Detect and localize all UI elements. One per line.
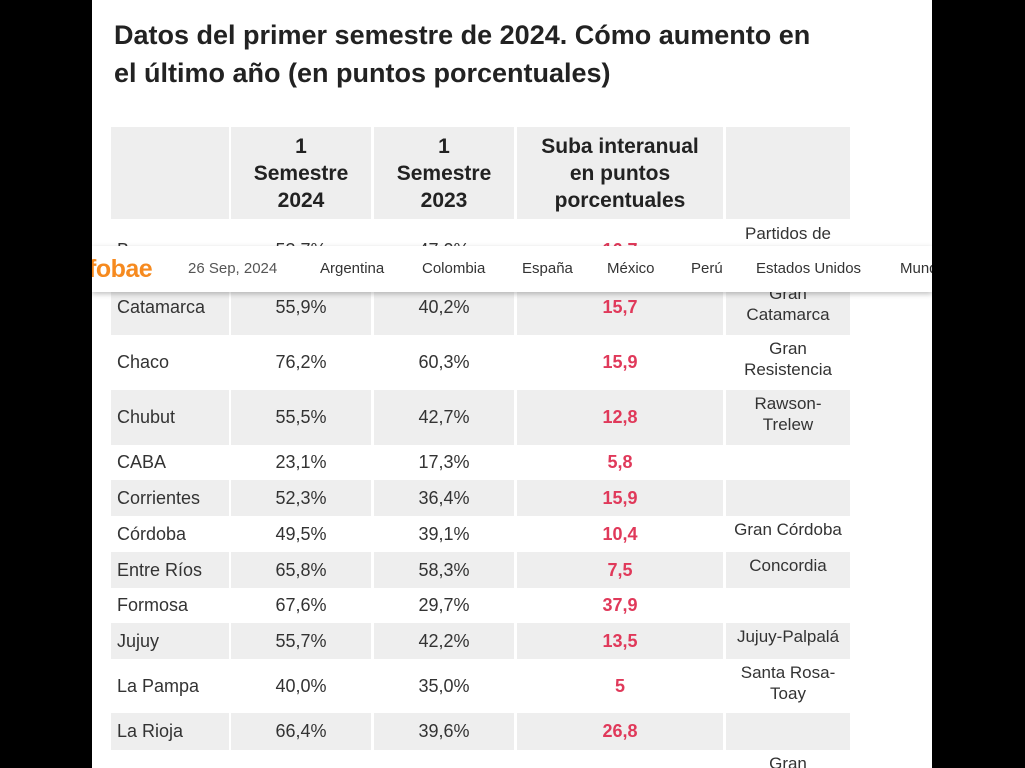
date: 26 Sep, 2024 [188,260,278,277]
table-cell: 12,8 [517,390,723,445]
table-cell: Corrientes [111,480,229,516]
table-cell: Chaco [111,335,229,390]
table-cell: 58,3% [374,552,514,588]
table-cell [726,588,850,623]
header-cell [726,127,850,219]
table-cell: 55,5% [231,390,371,445]
table-cell: 15,9 [517,480,723,516]
header-cell: Suba interanual en puntos porcentuales [517,127,723,219]
table-cell [231,750,371,768]
table-cell: 76,2% [231,335,371,390]
table-cell [726,713,850,750]
article: Datos del primer semestre de 2024. Cómo … [92,0,932,768]
table-cell: 5,8 [517,445,723,480]
table-cell: La Pampa [111,659,229,713]
table-cell [374,750,514,768]
nav-link[interactable]: Perú [691,260,723,277]
nav-link[interactable]: Colombia [422,260,486,277]
table-cell: Concordia [726,552,850,588]
header-cell: 1 Semestre 2024 [231,127,371,219]
table-cell [726,480,850,516]
table-cell: 49,5% [231,516,371,552]
nav-link[interactable]: Estados Unidos [756,260,862,277]
table-cell: Chubut [111,390,229,445]
table-cell: 39,6% [374,713,514,750]
table-cell: Formosa [111,588,229,623]
table-cell: La Rioja [111,713,229,750]
table-cell: 55,7% [231,623,371,659]
table-cell: 13,5 [517,623,723,659]
table-cell: 60,3% [374,335,514,390]
table-cell: Gran Resistencia [726,335,850,390]
nav-link[interactable]: Argentina [320,260,385,277]
table-cell: 23,1% [231,445,371,480]
nav-link[interactable]: Mundo [900,260,932,277]
table-cell: 35,0% [374,659,514,713]
title: Datos del primer semestre de 2024. Cómo … [114,20,811,88]
table-cell: 52,3% [231,480,371,516]
table-cell: 42,7% [374,390,514,445]
table-cell: Santa Rosa- Toay [726,659,850,713]
table-cell [111,750,229,768]
table-cell: 39,1% [374,516,514,552]
table-cell: 42,2% [374,623,514,659]
table-cell: Rawson- Trelew [726,390,850,445]
table-cell: 7,5 [517,552,723,588]
table-cell: 65,8% [231,552,371,588]
nav-link[interactable]: México [607,260,655,277]
table-cell: CABA [111,445,229,480]
table-cell: 36,4% [374,480,514,516]
table-cell: 40,0% [231,659,371,713]
table-cell: Entre Ríos [111,552,229,588]
table-cell: 29,7% [374,588,514,623]
logo[interactable]: fobae [92,255,153,283]
table-cell: Gran [726,750,850,768]
table-cell: 26,8 [517,713,723,750]
header-cell: 1 Semestre 2023 [374,127,514,219]
table-cell: 66,4% [231,713,371,750]
table-cell: 67,6% [231,588,371,623]
table-cell: 17,3% [374,445,514,480]
table-cell: 37,9 [517,588,723,623]
table-cell: Jujuy-Palpalá [726,623,850,659]
table-cell: 15,9 [517,335,723,390]
nav-link[interactable]: España [522,260,573,277]
table-cell [517,750,723,768]
table-cell: Gran Córdoba [726,516,850,552]
table-cell: 5 [517,659,723,713]
nav-bar: fobae 26 Sep, 2024 Argentina Colombia Espa… [92,246,932,292]
table-cell: 10,4 [517,516,723,552]
table-cell: Jujuy [111,623,229,659]
table-cell [726,445,850,480]
table-cell: Córdoba [111,516,229,552]
header-cell [111,127,229,219]
